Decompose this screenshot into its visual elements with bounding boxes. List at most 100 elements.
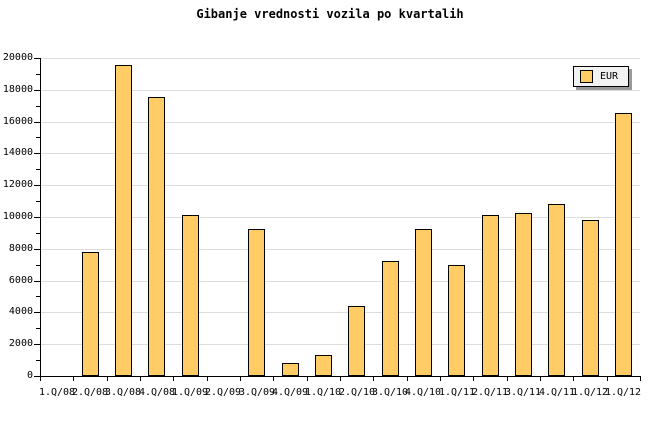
bar [415, 229, 432, 376]
bar [382, 261, 399, 376]
x-tick [240, 377, 241, 381]
x-tick [40, 377, 41, 381]
x-tick-label: 2.Q/10 [338, 387, 376, 398]
y-tick-label: 2000 [8, 338, 33, 349]
y-axis-line [40, 58, 41, 377]
x-tick-label: 4.Q/10 [404, 387, 442, 398]
y-major-tick [34, 217, 40, 218]
y-minor-tick [36, 265, 40, 266]
x-tick [407, 377, 408, 381]
gridline [40, 344, 640, 345]
x-tick-label: 4.Q/11 [538, 387, 576, 398]
x-tick-label: 3.Q/10 [371, 387, 409, 398]
gridline [40, 217, 640, 218]
x-tick [207, 377, 208, 381]
bar [248, 229, 265, 376]
bar [448, 265, 465, 376]
y-major-tick [34, 153, 40, 154]
y-major-tick [34, 312, 40, 313]
legend-label: EUR [600, 71, 619, 82]
gridline [40, 249, 640, 250]
x-tick [440, 377, 441, 381]
x-tick [273, 377, 274, 381]
y-tick-label: 14000 [2, 147, 33, 158]
x-tick [373, 377, 374, 381]
y-major-tick [34, 344, 40, 345]
x-tick [507, 377, 508, 381]
bar [282, 363, 299, 376]
x-tick-label: 1.Q/08 [38, 387, 76, 398]
x-tick-label: 4.Q/08 [138, 387, 176, 398]
y-major-tick [34, 249, 40, 250]
x-tick-label: 2.Q/09 [204, 387, 242, 398]
x-tick [540, 377, 541, 381]
y-major-tick [34, 281, 40, 282]
x-tick [573, 377, 574, 381]
y-tick-label: 10000 [2, 211, 33, 222]
bar [148, 97, 165, 376]
y-minor-tick [36, 137, 40, 138]
y-tick-label: 12000 [2, 179, 33, 190]
y-minor-tick [36, 201, 40, 202]
x-tick-label: 1.Q/11 [438, 387, 476, 398]
bar [315, 355, 332, 376]
bar [482, 215, 499, 376]
chart-title: Gibanje vrednosti vozila po kvartalih [196, 7, 464, 21]
x-axis-line [40, 376, 641, 377]
y-major-tick [34, 376, 40, 377]
y-minor-tick [36, 74, 40, 75]
y-major-tick [34, 122, 40, 123]
x-tick-label: 2.Q/11 [471, 387, 509, 398]
bar [115, 65, 132, 376]
x-tick-label: 1.Q/10 [304, 387, 342, 398]
x-tick-label: 2.Q/08 [71, 387, 109, 398]
y-minor-tick [36, 296, 40, 297]
x-tick [473, 377, 474, 381]
y-minor-tick [36, 233, 40, 234]
bar [348, 306, 365, 376]
gridline [40, 122, 640, 123]
bar [548, 204, 565, 376]
y-tick-label: 6000 [8, 275, 33, 286]
x-tick [307, 377, 308, 381]
bar [515, 213, 532, 376]
x-tick [640, 377, 641, 381]
x-tick [340, 377, 341, 381]
gridline [40, 90, 640, 91]
x-tick-label: 1.Q/12 [604, 387, 642, 398]
y-tick-label: 8000 [8, 243, 33, 254]
y-minor-tick [36, 360, 40, 361]
x-tick-label: 1.Q/09 [171, 387, 209, 398]
bar [615, 113, 632, 376]
y-tick-label: 4000 [8, 306, 33, 317]
x-tick-label: 1.Q/12 [571, 387, 609, 398]
legend: EUR [573, 66, 629, 87]
gridline [40, 153, 640, 154]
x-tick [140, 377, 141, 381]
x-tick-label: 3.Q/08 [104, 387, 142, 398]
y-tick-label: 0 [26, 370, 33, 381]
y-tick-label: 16000 [2, 116, 33, 127]
x-tick-label: 3.Q/09 [238, 387, 276, 398]
bar [82, 252, 99, 376]
x-tick-label: 4.Q/09 [271, 387, 309, 398]
gridline [40, 312, 640, 313]
y-major-tick [34, 90, 40, 91]
bar [182, 215, 199, 376]
y-minor-tick [36, 169, 40, 170]
y-major-tick [34, 58, 40, 59]
x-tick [607, 377, 608, 381]
y-minor-tick [36, 106, 40, 107]
x-tick [173, 377, 174, 381]
gridline [40, 58, 640, 59]
plot-area [40, 58, 640, 376]
x-tick-label: 3.Q/11 [504, 387, 542, 398]
y-minor-tick [36, 328, 40, 329]
gridline [40, 185, 640, 186]
y-tick-label: 18000 [2, 84, 33, 95]
gridline [40, 281, 640, 282]
legend-swatch-icon [580, 70, 593, 83]
y-tick-label: 20000 [2, 52, 33, 63]
x-tick [73, 377, 74, 381]
